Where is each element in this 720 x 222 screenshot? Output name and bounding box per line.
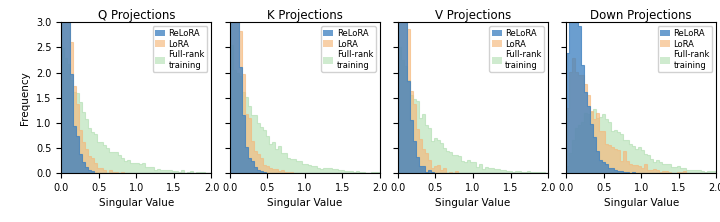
Polygon shape xyxy=(398,0,548,173)
Legend: ReLoRA, LoRA, Full-rank
training: ReLoRA, LoRA, Full-rank training xyxy=(321,26,376,72)
X-axis label: Singular Value: Singular Value xyxy=(436,198,510,208)
Title: Q Projections: Q Projections xyxy=(98,9,175,22)
Polygon shape xyxy=(566,58,716,173)
Title: V Projections: V Projections xyxy=(435,9,511,22)
Legend: ReLoRA, LoRA, Full-rank
training: ReLoRA, LoRA, Full-rank training xyxy=(657,26,712,72)
X-axis label: Singular Value: Singular Value xyxy=(99,198,174,208)
Title: Down Projections: Down Projections xyxy=(590,9,692,22)
Legend: ReLoRA, LoRA, Full-rank
training: ReLoRA, LoRA, Full-rank training xyxy=(153,26,207,72)
Polygon shape xyxy=(61,0,212,173)
Title: K Projections: K Projections xyxy=(266,9,343,22)
Y-axis label: Frequency: Frequency xyxy=(20,71,30,125)
Polygon shape xyxy=(566,0,716,173)
X-axis label: Singular Value: Singular Value xyxy=(603,198,679,208)
Polygon shape xyxy=(398,47,548,173)
Polygon shape xyxy=(61,48,212,173)
Polygon shape xyxy=(398,0,548,173)
Polygon shape xyxy=(61,0,212,173)
Polygon shape xyxy=(566,109,716,173)
X-axis label: Singular Value: Singular Value xyxy=(267,198,342,208)
Polygon shape xyxy=(230,0,379,173)
Legend: ReLoRA, LoRA, Full-rank
training: ReLoRA, LoRA, Full-rank training xyxy=(489,26,544,72)
Polygon shape xyxy=(230,0,379,173)
Polygon shape xyxy=(230,45,379,173)
